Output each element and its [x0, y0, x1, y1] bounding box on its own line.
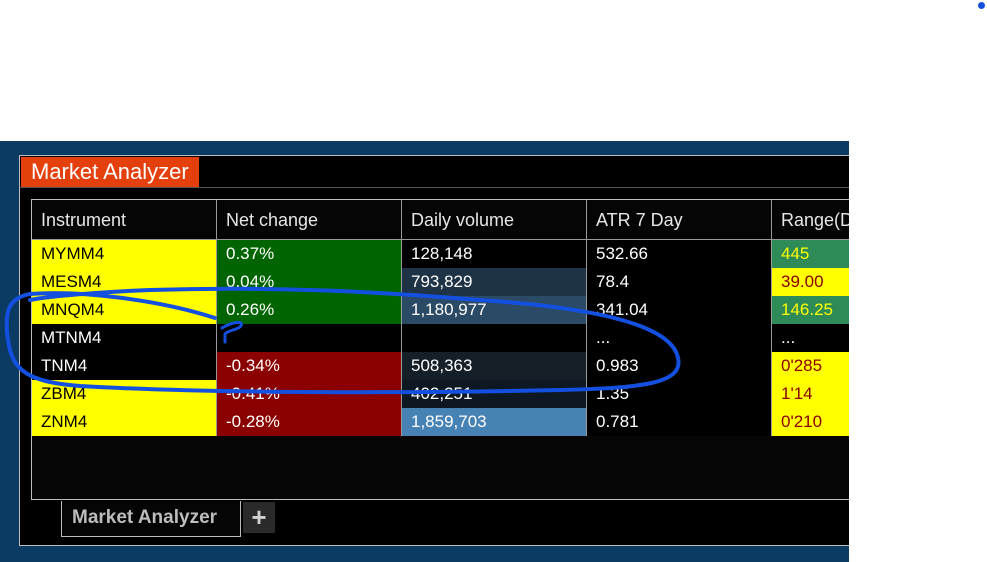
- cell-daily-volume[interactable]: 1,859,703: [402, 408, 587, 436]
- cell-range[interactable]: ...: [772, 324, 849, 352]
- table-row[interactable]: ZNM4 -0.28% 1,859,703 0.781 0'210: [32, 408, 849, 436]
- tab-market-analyzer[interactable]: Market Analyzer: [61, 501, 241, 537]
- cell-instrument[interactable]: MESM4: [32, 268, 217, 296]
- cell-atr[interactable]: 0.781: [587, 408, 772, 436]
- cell-atr[interactable]: ...: [587, 324, 772, 352]
- add-tab-button[interactable]: +: [243, 502, 275, 533]
- cell-atr[interactable]: 1.35: [587, 380, 772, 408]
- table-row[interactable]: MNQM4 0.26% 1,180,977 341.04 146.25: [32, 296, 849, 324]
- column-header-atr-7-day[interactable]: ATR 7 Day: [587, 200, 772, 239]
- cell-daily-volume[interactable]: [402, 324, 587, 352]
- cell-atr[interactable]: 0.983: [587, 352, 772, 380]
- cell-instrument[interactable]: MYMM4: [32, 240, 217, 268]
- header-row: Instrument Net change Daily volume ATR 7…: [32, 200, 849, 240]
- cell-net-change[interactable]: 0.04%: [217, 268, 402, 296]
- analyzer-grid: Instrument Net change Daily volume ATR 7…: [31, 199, 849, 500]
- table-row[interactable]: MESM4 0.04% 793,829 78.4 39.00: [32, 268, 849, 296]
- table-row[interactable]: ZBM4 -0.41% 402,251 1.35 1'14: [32, 380, 849, 408]
- column-header-net-change[interactable]: Net change: [217, 200, 402, 239]
- cell-instrument[interactable]: ZBM4: [32, 380, 217, 408]
- cell-daily-volume[interactable]: 128,148: [402, 240, 587, 268]
- cell-range[interactable]: 445: [772, 240, 849, 268]
- cell-daily-volume[interactable]: 508,363: [402, 352, 587, 380]
- cell-net-change[interactable]: -0.34%: [217, 352, 402, 380]
- cell-range[interactable]: 0'210: [772, 408, 849, 436]
- cell-instrument[interactable]: MNQM4: [32, 296, 217, 324]
- window-title-tab[interactable]: Market Analyzer: [21, 157, 199, 187]
- market-analyzer-window: Market Analyzer Instrument Net change Da…: [19, 155, 849, 546]
- cell-instrument[interactable]: TNM4: [32, 352, 217, 380]
- cell-daily-volume[interactable]: 402,251: [402, 380, 587, 408]
- table-row[interactable]: MTNM4......: [32, 324, 849, 352]
- cell-net-change[interactable]: -0.28%: [217, 408, 402, 436]
- cell-net-change[interactable]: [217, 324, 402, 352]
- table-row[interactable]: MYMM4 0.37% 128,148 532.66 445: [32, 240, 849, 268]
- table-row[interactable]: TNM4 -0.34% 508,363 0.983 0'285: [32, 352, 849, 380]
- cell-net-change[interactable]: -0.41%: [217, 380, 402, 408]
- title-divider: [20, 187, 849, 188]
- cell-atr[interactable]: 532.66: [587, 240, 772, 268]
- cell-daily-volume[interactable]: 793,829: [402, 268, 587, 296]
- cell-range[interactable]: 39.00: [772, 268, 849, 296]
- column-header-range[interactable]: Range(D: [781, 210, 849, 230]
- bottom-tab-bar: Market Analyzer +: [20, 501, 849, 545]
- cell-instrument[interactable]: MTNM4: [32, 324, 217, 352]
- cell-atr[interactable]: 341.04: [587, 296, 772, 324]
- cell-range[interactable]: 0'285: [772, 352, 849, 380]
- cell-range[interactable]: 1'14: [772, 380, 849, 408]
- cell-range[interactable]: 146.25: [772, 296, 849, 324]
- cell-daily-volume[interactable]: 1,180,977: [402, 296, 587, 324]
- cell-atr[interactable]: 78.4: [587, 268, 772, 296]
- blue-dot-marker: [978, 2, 985, 9]
- grid-table: Instrument Net change Daily volume ATR 7…: [32, 200, 849, 436]
- cell-instrument[interactable]: ZNM4: [32, 408, 217, 436]
- column-header-instrument[interactable]: Instrument: [32, 200, 217, 239]
- column-header-daily-volume[interactable]: Daily volume: [402, 200, 587, 239]
- cell-net-change[interactable]: 0.37%: [217, 240, 402, 268]
- cell-net-change[interactable]: 0.26%: [217, 296, 402, 324]
- grid-body: MYMM4 0.37% 128,148 532.66 445 MESM4 0.04% 793,…: [32, 240, 849, 436]
